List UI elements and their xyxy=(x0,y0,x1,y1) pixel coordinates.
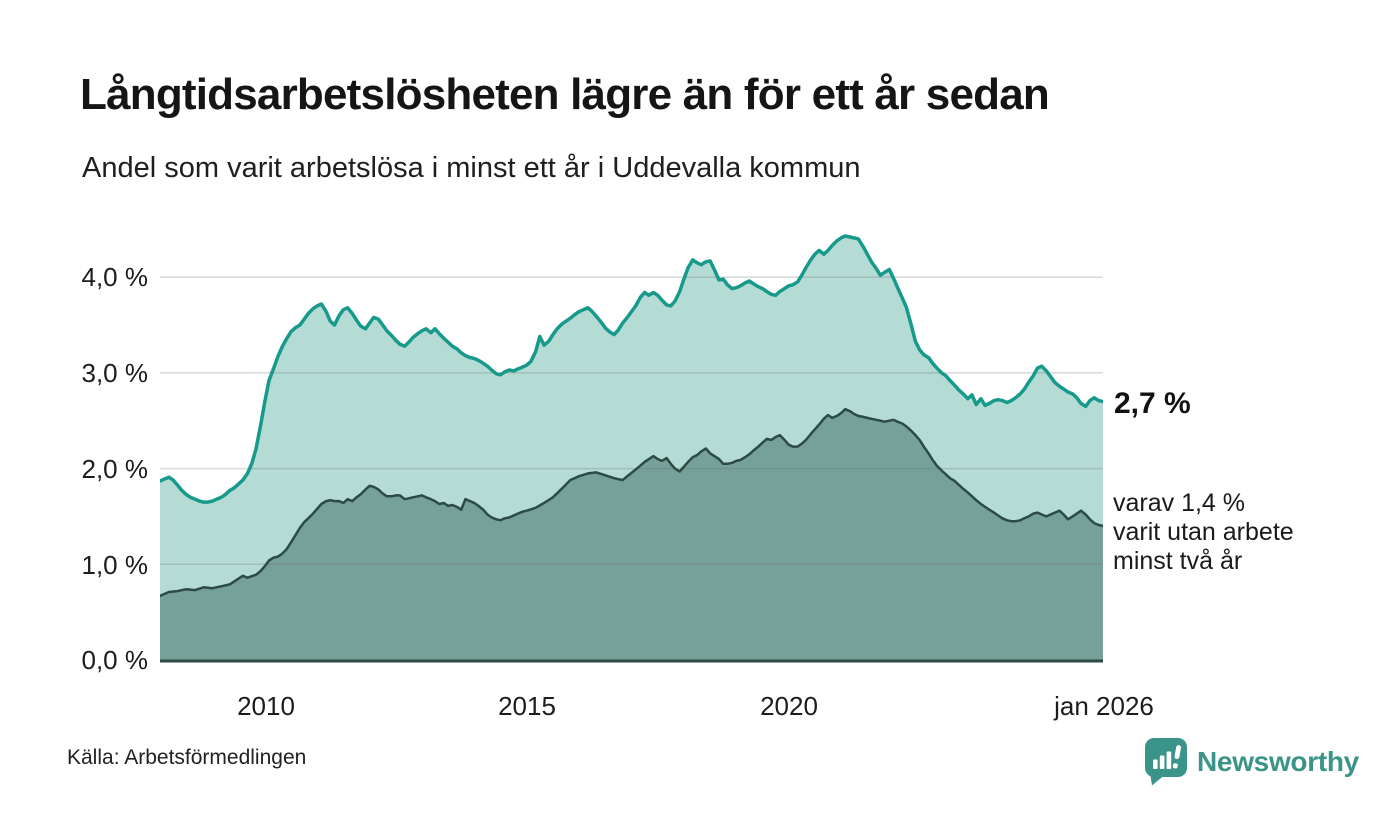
x-tick-label: 2015 xyxy=(498,691,556,721)
y-tick-label: 1,0 % xyxy=(81,550,149,580)
area-fills xyxy=(160,236,1103,660)
page-title: Långtidsarbetslösheten lägre än för ett … xyxy=(80,70,1050,119)
area-chart xyxy=(160,234,1103,663)
newsworthy-logo-icon xyxy=(1145,738,1187,786)
two-year-annotation-line: varit utan arbete xyxy=(1113,518,1294,546)
two-year-annotation-line: varav 1,4 % xyxy=(1113,489,1246,517)
y-tick-label: 0,0 % xyxy=(81,645,149,675)
logo-bar-small xyxy=(1153,759,1158,769)
latest-total-value-label: 2,7 % xyxy=(1114,387,1191,420)
x-tick-label: 2010 xyxy=(237,691,295,721)
series-line-minst-tva-ar xyxy=(160,407,1103,598)
source-credit: Källa: Arbetsförmedlingen xyxy=(67,746,307,769)
y-tick-label: 2,0 % xyxy=(81,454,149,484)
newsworthy-wordmark: Newsworthy xyxy=(1197,745,1359,777)
logo-bar-tall xyxy=(1166,751,1172,769)
speech-bubble-tail xyxy=(1150,773,1167,786)
logo-exclamation xyxy=(1172,745,1182,769)
gridlines xyxy=(160,276,1103,566)
y-tick-label: 3,0 % xyxy=(81,358,149,388)
two-year-annotation: varav 1,4 % varit utan arbete minst två … xyxy=(1113,489,1294,576)
x-tick-label: jan 2026 xyxy=(1054,691,1154,721)
area-fill-minst-tva-ar xyxy=(160,409,1103,660)
y-tick-label: 4,0 % xyxy=(81,262,149,292)
series-line-minst-ett-ar xyxy=(160,234,1103,504)
newsworthy-brand: Newsworthy xyxy=(1144,737,1359,786)
two-year-annotation-line: minst två år xyxy=(1113,547,1243,575)
logo-bar-medium xyxy=(1159,755,1165,769)
x-tick-label: 2020 xyxy=(760,691,818,721)
series-lines xyxy=(160,234,1103,598)
chart-subtitle: Andel som varit arbetslösa i minst ett å… xyxy=(82,152,861,184)
